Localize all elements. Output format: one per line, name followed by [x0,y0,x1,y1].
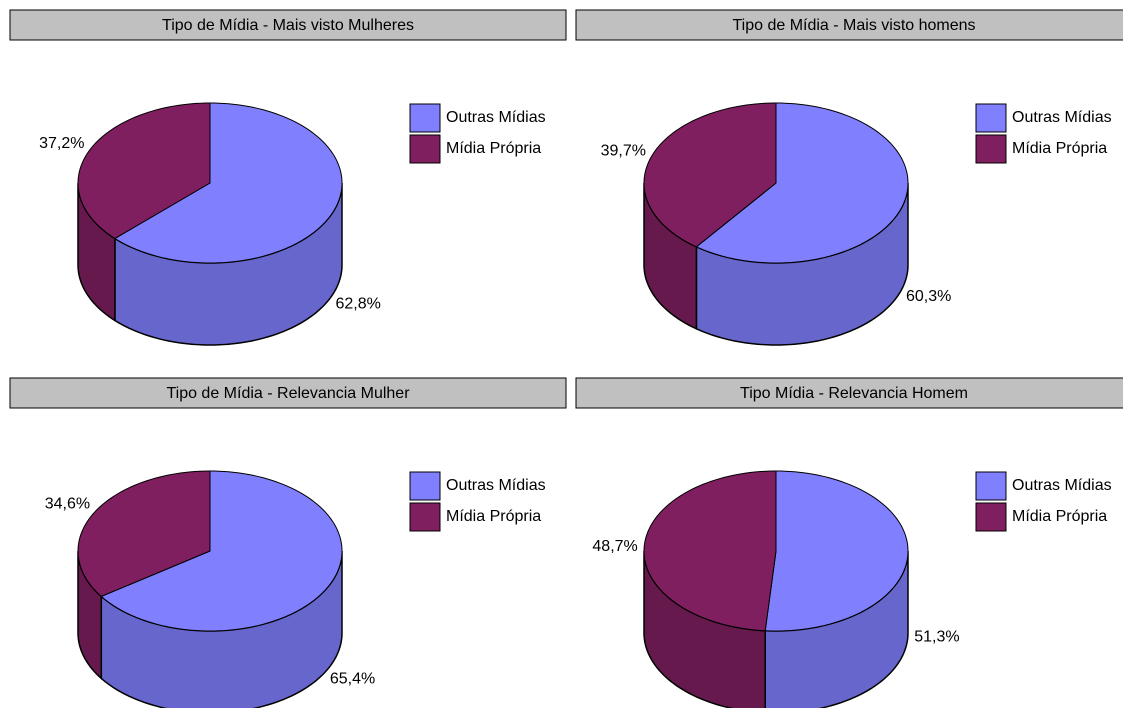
pie-slice [77,470,211,597]
legend-swatch [975,103,1007,133]
title-bar [9,9,567,41]
pie-slice [113,102,343,264]
legend-swatch [975,471,1007,501]
pie-slice [77,102,211,240]
data-label: 39,7% [601,142,646,159]
pie-slice [643,102,777,248]
chart-title: Tipo de Mídia - Mais visto homens [732,17,975,34]
legend-label: Mídia Própria [446,140,541,157]
data-label: 37,2% [39,135,84,152]
pie-slice [695,102,909,264]
legend-swatch [975,134,1007,164]
data-label: 65,4% [330,671,375,688]
data-label: 48,7% [592,538,637,555]
data-label: 34,6% [45,496,90,513]
legend-swatch [409,134,441,164]
data-label: 60,3% [906,288,951,305]
legend-label: Outras Mídias [1012,109,1112,126]
title-bar [9,377,567,409]
legend-label: Outras Mídias [1012,477,1112,494]
chart-title: Tipo de Mídia - Mais visto Mulheres [162,17,414,34]
title-bar [575,377,1123,409]
pie-slice [764,470,909,632]
pie-slice [100,470,343,632]
data-label: 62,8% [336,295,381,312]
chart-title: Tipo de Mídia - Relevancia Mulher [166,385,410,402]
title-bar [575,9,1123,41]
legend-swatch [975,502,1007,532]
data-label: 51,3% [914,628,959,645]
legend-swatch [409,502,441,532]
legend-label: Outras Mídias [446,477,546,494]
legend-label: Mídia Própria [446,508,541,525]
chart-title: Tipo Mídia - Relevancia Homem [740,385,968,402]
pie-slice [643,470,777,632]
legend-label: Mídia Própria [1012,140,1107,157]
legend-label: Outras Mídias [446,109,546,126]
legend-swatch [409,471,441,501]
legend-swatch [409,103,441,133]
legend-label: Mídia Própria [1012,508,1107,525]
